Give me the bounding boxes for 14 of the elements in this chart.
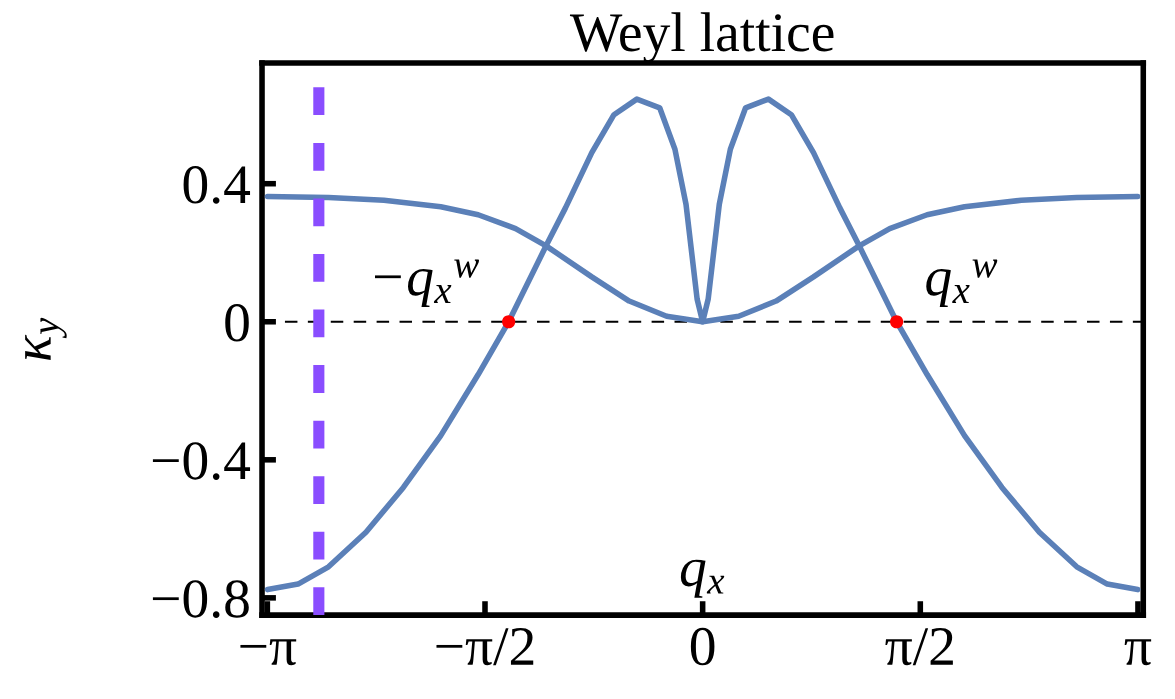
x-tick-label: −π [240, 639, 297, 666]
x-tick-label: −π/2 [436, 627, 534, 666]
x-tick-label: π/2 [885, 627, 953, 666]
y-tick-label: −0.8 [152, 580, 249, 618]
x-axis-title: q$_{x}$ [680, 559, 725, 598]
annotation: q$_{x}$$^{w}$ [926, 259, 998, 308]
x-tick-label: π [1124, 639, 1152, 666]
x-tick-label: 0 [690, 627, 715, 666]
y-tick-label: 0 [225, 304, 249, 342]
y-tick-label: 0.4 [183, 166, 251, 204]
y-axis-title: κ$_{y}$ [25, 317, 67, 361]
annotation: −q$_{x}$$^{w}$ [374, 259, 480, 308]
chart-title: Weyl lattice [569, 12, 834, 63]
y-tick-label: −0.4 [152, 442, 251, 480]
